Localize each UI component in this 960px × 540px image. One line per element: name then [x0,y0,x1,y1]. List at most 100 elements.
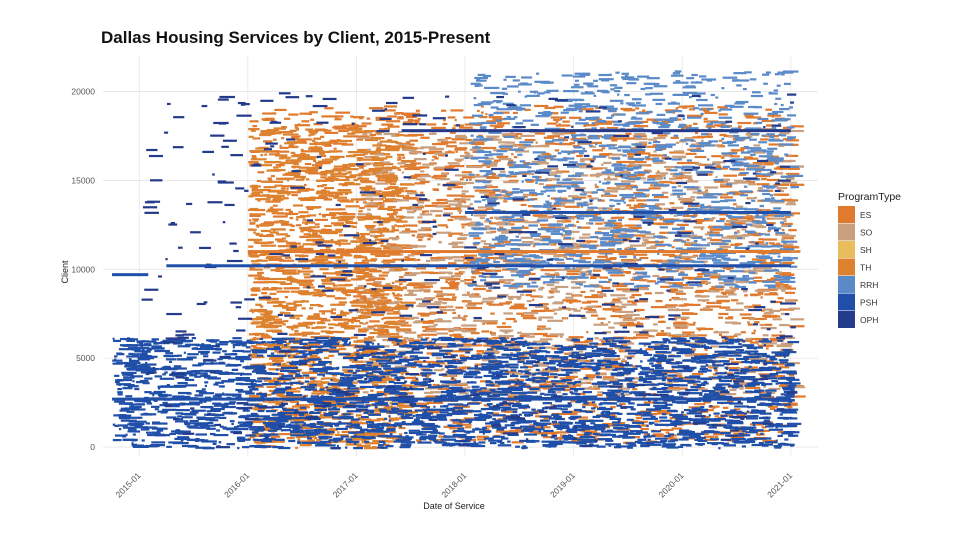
service-mark [324,278,330,282]
service-mark [771,115,775,118]
service-mark [389,243,397,246]
service-mark [445,151,455,154]
service-mark [420,170,425,173]
service-mark [462,318,467,321]
service-mark [523,195,528,198]
service-mark [490,312,495,315]
service-mark [651,335,655,338]
service-mark [397,158,400,161]
service-mark [522,240,534,244]
service-mark [583,191,598,194]
service-mark [251,187,258,190]
service-mark [279,154,287,157]
service-mark [346,355,351,358]
service-mark [403,356,408,359]
service-mark [601,79,610,82]
service-mark [282,271,297,274]
service-mark [656,222,671,226]
service-mark [470,142,485,146]
service-mark [298,154,305,157]
service-mark [375,132,381,135]
service-mark [739,313,752,316]
service-mark [465,426,472,429]
service-mark [288,145,299,149]
service-mark [614,182,631,186]
service-mark [389,219,402,222]
service-mark [501,293,509,297]
service-mark [784,215,791,218]
service-mark [373,281,382,284]
service-mark [269,292,277,295]
service-mark [415,109,420,112]
service-mark [765,71,771,74]
service-mark [471,276,476,279]
service-mark [515,428,525,431]
service-mark [480,380,488,383]
service-mark [296,215,306,219]
service-mark [457,314,461,317]
service-mark [719,196,733,199]
service-mark [276,372,284,376]
service-mark [611,187,626,191]
service-mark [425,375,430,378]
service-mark [581,301,592,304]
service-mark [362,201,367,204]
service-mark [326,230,342,233]
service-mark [602,182,610,185]
service-mark [590,173,602,177]
service-mark [274,392,285,395]
service-mark [320,135,325,138]
service-mark [324,107,334,110]
service-mark [257,271,264,275]
service-mark [520,134,535,137]
service-mark [734,231,741,234]
service-mark [573,139,589,142]
service-mark [370,258,378,261]
service-mark [665,168,672,171]
service-mark [697,299,710,302]
service-mark [786,250,801,253]
service-mark [664,155,670,159]
service-mark [361,248,370,251]
service-mark [363,351,368,355]
service-mark [384,220,391,223]
service-mark [768,92,778,95]
service-mark [473,319,483,322]
service-mark [717,193,729,196]
service-mark [762,161,777,164]
service-mark [540,223,551,226]
service-mark [440,287,456,290]
service-mark [484,184,493,187]
service-mark [719,185,733,188]
service-mark [314,223,320,226]
service-mark [356,231,360,235]
service-mark [729,270,744,273]
service-mark [288,333,302,336]
service-mark [634,206,645,209]
service-mark [540,327,552,330]
service-mark [306,207,314,211]
service-mark [262,112,276,115]
service-mark [684,137,694,140]
service-mark [445,278,456,281]
service-mark [380,244,384,247]
service-mark [342,369,354,372]
service-mark [320,381,327,384]
service-mark [722,165,730,168]
service-mark [504,281,512,285]
service-mark [353,254,362,258]
service-mark [357,159,362,162]
service-mark [258,146,269,149]
service-mark [255,316,265,319]
service-mark [279,161,293,164]
service-mark [504,144,519,147]
service-mark [298,255,305,258]
service-mark [563,412,578,416]
service-mark [370,292,380,295]
service-mark [447,232,463,235]
service-mark [257,274,262,277]
service-mark [394,365,409,368]
service-mark [542,237,551,240]
service-mark [462,327,477,331]
service-mark [300,157,316,161]
